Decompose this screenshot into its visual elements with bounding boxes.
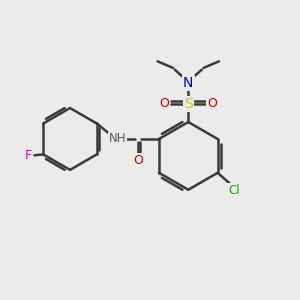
Text: Cl: Cl [228, 184, 240, 197]
Text: N: N [183, 76, 194, 90]
Text: O: O [133, 154, 143, 167]
Text: O: O [208, 97, 218, 110]
Text: F: F [24, 149, 32, 162]
Text: S: S [184, 97, 193, 111]
Text: O: O [159, 97, 169, 110]
Text: NH: NH [109, 133, 126, 146]
